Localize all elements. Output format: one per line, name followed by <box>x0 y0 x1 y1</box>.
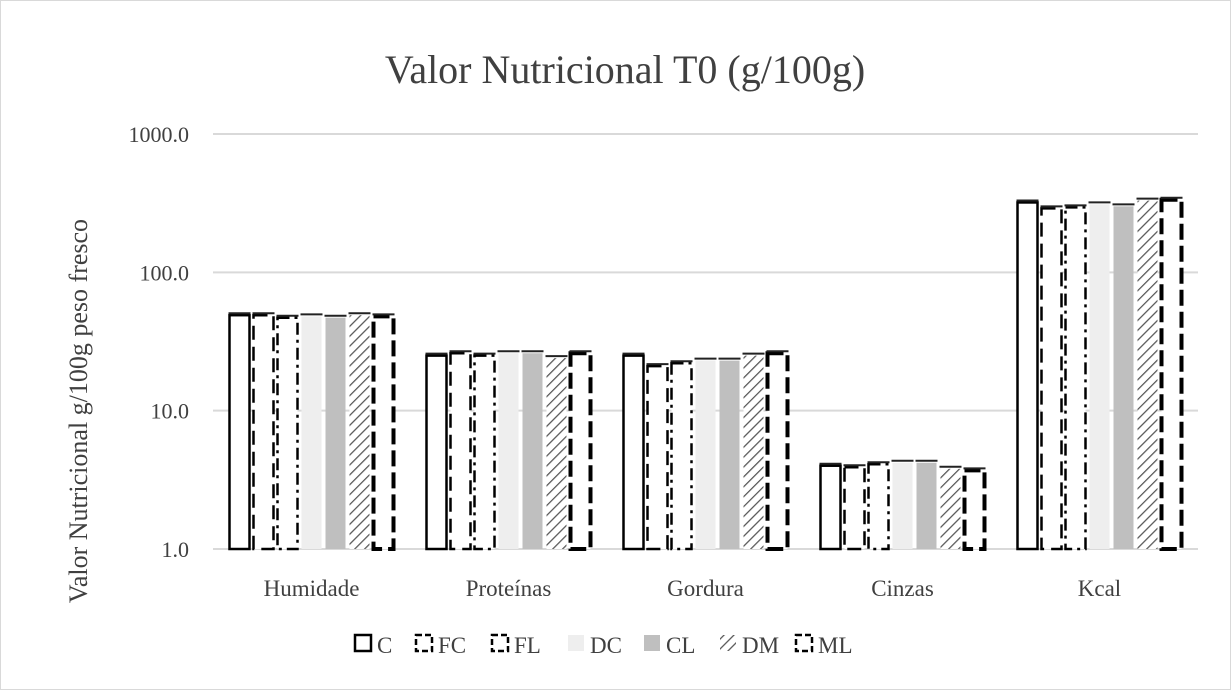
legend-label-c: C <box>377 633 392 658</box>
bar-cl-0 <box>325 317 346 549</box>
y-tick-label: 10.0 <box>151 399 190 424</box>
legend-label-dc: DC <box>590 633 622 658</box>
bar-fc-1 <box>449 352 472 551</box>
bar-ml-4 <box>1159 197 1184 551</box>
bar-ml-3 <box>962 468 987 552</box>
legend-label-ml: ML <box>818 633 853 658</box>
bar-fc-2 <box>646 364 669 551</box>
y-tick-label: 100.0 <box>140 260 190 285</box>
bar-fl-4 <box>1064 206 1087 551</box>
legend-label-cl: CL <box>666 633 695 658</box>
category-label: Humidade <box>264 576 360 601</box>
bar-dc-3 <box>892 462 913 549</box>
legend-swatch-fc <box>414 633 434 653</box>
bar-dc-1 <box>498 353 519 549</box>
bar-fl-3 <box>867 462 890 551</box>
bar-c-3 <box>819 464 842 551</box>
legend-swatch-ml <box>794 633 814 653</box>
legend-swatch-dc <box>568 635 584 651</box>
bar-cl-4 <box>1113 206 1134 550</box>
bar-ml-0 <box>371 314 396 551</box>
legend: C FC FL DC CL DM ML <box>353 633 853 658</box>
bar-dm-4 <box>1137 200 1158 549</box>
bar-dc-4 <box>1089 204 1110 549</box>
y-tick-label: 1.0 <box>162 537 190 562</box>
bar-fl-2 <box>670 362 693 551</box>
bar-fc-3 <box>843 465 866 551</box>
legend-label-fc: FC <box>438 633 466 658</box>
bar-fc-0 <box>252 313 275 551</box>
legend-swatch-fl <box>490 633 510 653</box>
category-labels: Humidade Proteínas Gordura Cinzas Kcal <box>264 576 1122 601</box>
bar-dc-2 <box>695 360 716 549</box>
bar-fl-1 <box>473 354 496 551</box>
bar-cl-3 <box>916 462 937 549</box>
category-label: Kcal <box>1078 576 1121 601</box>
bar-c-4 <box>1016 201 1039 551</box>
y-tick-label: 1000.0 <box>129 122 190 147</box>
bar-dm-1 <box>546 358 567 549</box>
category-label: Proteínas <box>466 576 552 601</box>
y-tick-labels: 1000.0 100.0 10.0 1.0 <box>129 122 190 562</box>
bar-ml-2 <box>765 351 790 551</box>
bar-c-0 <box>228 313 251 551</box>
legend-swatch-cl <box>644 635 660 651</box>
bar-cl-2 <box>719 360 740 549</box>
bar-dc-0 <box>301 316 322 549</box>
legend-label-fl: FL <box>514 633 541 658</box>
bar-fl-0 <box>276 316 299 551</box>
legend-swatch-c <box>353 633 373 653</box>
legend-label-dm: DM <box>742 633 779 658</box>
y-axis-label: Valor Nutricional g/100g peso fresco <box>64 219 93 603</box>
bar-series <box>228 196 1184 552</box>
bar-dm-0 <box>349 315 370 549</box>
bar-dm-2 <box>743 355 764 549</box>
bar-ml-1 <box>568 351 593 551</box>
bar-c-1 <box>425 354 448 551</box>
bar-dm-3 <box>940 468 961 549</box>
chart-title: Valor Nutricional T0 (g/100g) <box>385 47 865 92</box>
legend-swatch-dm <box>720 635 736 651</box>
category-label: Gordura <box>667 576 744 601</box>
bar-cl-1 <box>522 353 543 549</box>
category-label: Cinzas <box>871 576 934 601</box>
bar-c-2 <box>622 354 645 551</box>
bar-fc-4 <box>1040 207 1063 551</box>
